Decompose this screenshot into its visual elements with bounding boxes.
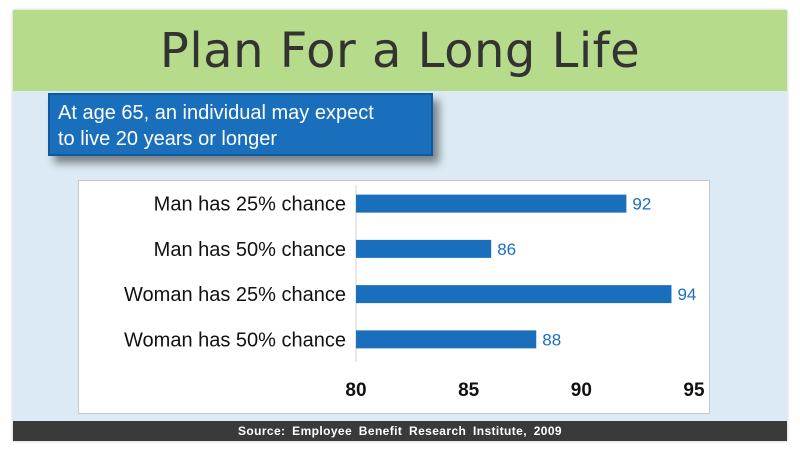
category-label: Man has 25% chance (154, 194, 346, 216)
x-tick-label: 85 (458, 380, 480, 401)
callout-line-1: At age 65, an individual may expect (58, 102, 374, 124)
x-tick-label: 80 (345, 380, 366, 401)
callout-box: At age 65, an individual may expect to l… (48, 93, 433, 156)
data-label: 92 (632, 195, 651, 214)
bar (356, 239, 492, 258)
category-label: Man has 50% chance (154, 239, 346, 261)
data-label: 88 (542, 330, 561, 349)
slide-title: Plan For a Long Life (159, 22, 641, 79)
bar (356, 194, 627, 213)
source-footer: Source: Employee Benefit Research Instit… (13, 421, 787, 441)
category-label: Woman has 25% chance (124, 284, 346, 306)
chart-panel: Man has 25% chance 92 Man has 50% chance 86… (78, 180, 710, 414)
data-label: 94 (677, 285, 696, 304)
x-tick-label: 90 (571, 380, 592, 401)
title-band: Plan For a Long Life (13, 10, 787, 91)
data-label: 86 (497, 240, 516, 259)
category-label: Woman has 50% chance (124, 329, 346, 351)
bar-chart: Man has 25% chance 92 Man has 50% chance 86… (124, 185, 705, 401)
slide: Plan For a Long Life At age 65, an indiv… (13, 10, 787, 441)
bar (356, 285, 672, 304)
bar (356, 330, 537, 349)
x-tick-label: 95 (683, 380, 705, 401)
callout-line-2: to live 20 years or longer (58, 128, 278, 150)
